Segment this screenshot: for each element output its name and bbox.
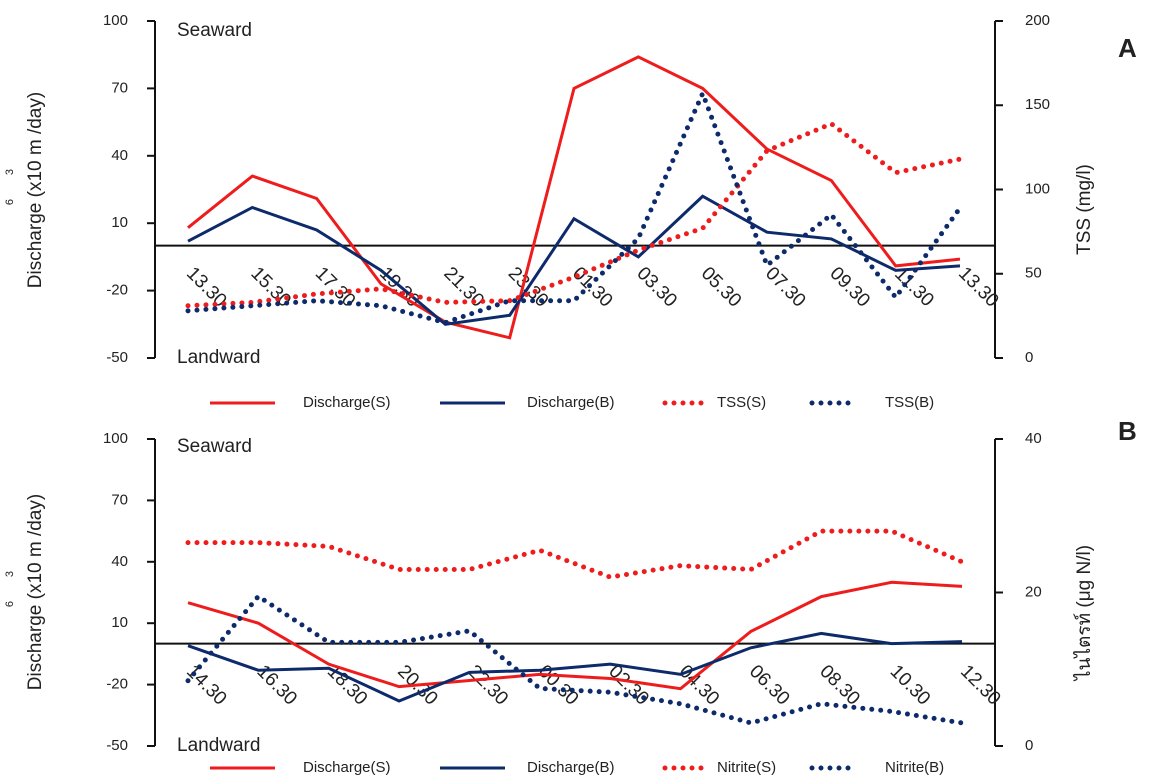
y-tick-label: -20	[106, 676, 128, 693]
legend-label: TSS(B)	[885, 394, 934, 411]
y-tick-label: 100	[103, 430, 128, 447]
x-tick-label: 09.30	[825, 263, 873, 311]
y2-axis-title: TSS (mg/l)	[1074, 164, 1095, 255]
y2-tick-label: 0	[1025, 737, 1033, 754]
data-line	[185, 528, 965, 580]
x-tick-label: 14.30	[182, 661, 230, 709]
y-tick-label: 40	[111, 147, 128, 164]
y-tick-label: 10	[111, 614, 128, 631]
y2-tick-label: 20	[1025, 583, 1042, 600]
y-tick-label: 70	[111, 79, 128, 96]
data-line	[187, 580, 963, 691]
x-tick-label: 05.30	[697, 263, 745, 311]
data-line	[187, 55, 961, 340]
y2-tick-label: 40	[1025, 430, 1042, 447]
panel-label: B	[1118, 416, 1137, 446]
y-axis-title: Discharge (x10 m /day)	[25, 494, 46, 690]
x-tick-label: 10.30	[886, 661, 934, 709]
y2-tick-label: 100	[1025, 180, 1050, 197]
legend-label: TSS(S)	[717, 394, 766, 411]
x-tick-label: 07.30	[761, 263, 809, 311]
legend-label: Discharge(B)	[527, 394, 615, 411]
y-axis-superscript: 3	[4, 169, 16, 175]
annotation: Landward	[177, 735, 260, 756]
x-tick-label: 12.30	[956, 661, 1004, 709]
annotation: Seaward	[177, 436, 252, 457]
data-line	[187, 631, 963, 703]
y-tick-label: 40	[111, 553, 128, 570]
annotation: Seaward	[177, 20, 252, 41]
panel-label: A	[1118, 33, 1137, 63]
y2-axis-title: ไนไตรท์ (μg N/l)	[1073, 545, 1095, 682]
y-tick-label: -20	[106, 282, 128, 299]
legend-label: Discharge(B)	[527, 759, 615, 776]
y2-tick-label: 200	[1025, 12, 1050, 29]
x-tick-label: 03.30	[632, 263, 680, 311]
y-tick-label: -50	[106, 349, 128, 366]
y2-tick-label: 0	[1025, 349, 1033, 366]
y-axis-title: Discharge (x10 m /day)	[25, 92, 46, 288]
legend-label: Discharge(S)	[303, 394, 391, 411]
y-axis-superscript: 3	[4, 571, 16, 577]
y-tick-label: 10	[111, 214, 128, 231]
y-tick-label: 100	[103, 12, 128, 29]
legend-label: Discharge(S)	[303, 759, 391, 776]
annotation: Landward	[177, 347, 260, 368]
y-tick-label: -50	[106, 737, 128, 754]
x-tick-label: 06.30	[745, 661, 793, 709]
data-line	[185, 121, 963, 309]
x-tick-label: 17.30	[311, 263, 359, 311]
y-axis-superscript: 6	[4, 601, 16, 607]
data-line	[185, 593, 965, 726]
data-line	[187, 194, 961, 326]
y2-tick-label: 150	[1025, 96, 1050, 113]
x-tick-label: 08.30	[815, 661, 863, 709]
x-tick-label: 22.30	[464, 661, 512, 709]
legend-label: Nitrite(B)	[885, 759, 944, 776]
y2-tick-label: 50	[1025, 265, 1042, 282]
y-axis-superscript: 6	[4, 199, 16, 205]
y-tick-label: 70	[111, 491, 128, 508]
legend-label: Nitrite(S)	[717, 759, 776, 776]
